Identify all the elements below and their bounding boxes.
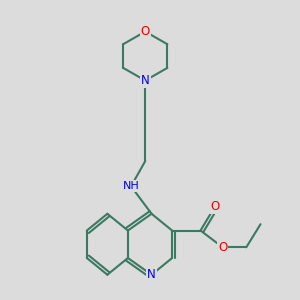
Text: N: N [141,74,150,87]
Text: O: O [141,25,150,38]
Text: NH: NH [123,181,140,191]
Text: O: O [210,200,219,213]
Text: O: O [218,241,227,254]
Text: N: N [147,268,156,281]
